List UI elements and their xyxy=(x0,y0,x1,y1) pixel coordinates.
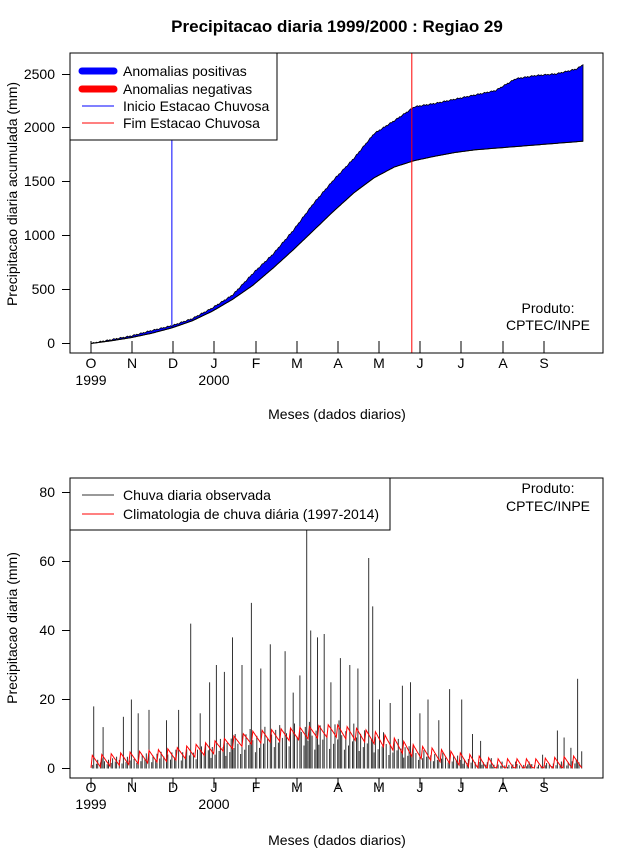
bottom-watermark-line2: CPTEC/INPE xyxy=(506,498,590,514)
top-x-tick-label: A xyxy=(498,355,508,371)
legend-positive-label: Anomalias positivas xyxy=(123,63,247,79)
climatology-cumulative-line xyxy=(90,140,584,344)
top-y-ticks: 0 500 1000 1500 2000 2500 xyxy=(24,66,70,351)
bottom-x-axis-label: Meses (dados diarios) xyxy=(268,832,406,848)
top-x-axis-label: Meses (dados diarios) xyxy=(268,406,406,422)
bottom-x-tick-label: M xyxy=(291,779,303,795)
top-y-tick-label: 2000 xyxy=(24,119,55,135)
top-y-tick-label: 0 xyxy=(47,335,55,351)
top-x-tick-label: D xyxy=(168,355,178,371)
top-watermark-line2: CPTEC/INPE xyxy=(506,317,590,333)
top-year-label: 2000 xyxy=(198,372,229,388)
bottom-x-tick-label: F xyxy=(252,779,261,795)
top-x-tick-label: S xyxy=(539,355,548,371)
bottom-x-tick-label: J xyxy=(458,779,465,795)
bottom-x-tick-label: S xyxy=(539,779,548,795)
top-x-tick-label: N xyxy=(127,355,137,371)
top-y-tick-label: 2500 xyxy=(24,66,55,82)
bottom-x-tick-label: M xyxy=(373,779,385,795)
legend-start-label: Inicio Estacao Chuvosa xyxy=(123,98,270,114)
bottom-y-tick-label: 40 xyxy=(39,622,55,638)
bottom-legend-box xyxy=(69,477,391,531)
bottom-x-tick-label: N xyxy=(127,779,137,795)
bottom-x-tick-label: J xyxy=(211,779,218,795)
bottom-x-tick-label: J xyxy=(417,779,424,795)
top-x-tick-label: O xyxy=(86,355,97,371)
top-x-tick-label: J xyxy=(458,355,465,371)
top-plot-area xyxy=(90,53,584,353)
bottom-x-tick-label: A xyxy=(333,779,343,795)
bottom-y-tick-label: 20 xyxy=(39,691,55,707)
bottom-y-tick-label: 60 xyxy=(39,553,55,569)
bottom-y-tick-label: 80 xyxy=(39,484,55,500)
bottom-plot-area xyxy=(90,527,583,770)
top-year-label: 1999 xyxy=(75,372,106,388)
top-chart-title: Precipitacao diaria 1999/2000 : Regiao 2… xyxy=(171,17,503,36)
bottom-y-ticks: 0 20 40 60 80 xyxy=(39,484,70,776)
top-y-tick-label: 1500 xyxy=(24,173,55,189)
top-x-tick-label: M xyxy=(373,355,385,371)
top-x-tick-label: A xyxy=(333,355,343,371)
bottom-watermark-line1: Produto: xyxy=(522,480,575,496)
top-y-tick-label: 1000 xyxy=(24,227,55,243)
bottom-x-tick-label: A xyxy=(498,779,508,795)
legend-negative-label: Anomalias negativas xyxy=(123,81,252,97)
top-x-tick-label: F xyxy=(252,355,261,371)
bottom-year-label: 1999 xyxy=(75,796,106,812)
top-x-tick-label: M xyxy=(291,355,303,371)
legend-end-label: Fim Estacao Chuvosa xyxy=(123,115,260,131)
bottom-y-tick-label: 0 xyxy=(47,760,55,776)
climatology-daily-line xyxy=(90,723,583,770)
top-plot-frame xyxy=(69,52,604,354)
top-x-ticks: O N D J F M A M J J A S 1999 2000 xyxy=(75,341,549,388)
bottom-x-ticks: O N D J F M A M J J A S 1999 2000 xyxy=(75,778,549,812)
legend-observed-label: Chuva diaria observada xyxy=(123,487,271,503)
legend-climatology-label: Climatologia de chuva diária (1997-2014) xyxy=(123,506,379,522)
bottom-legend: Chuva diaria observada Climatologia de c… xyxy=(69,477,391,531)
bottom-year-label: 2000 xyxy=(198,796,229,812)
top-y-tick-label: 500 xyxy=(32,281,56,297)
bottom-y-axis-label: Precipitacao diaria (mm) xyxy=(4,552,20,704)
top-y-axis-label: Precipitacao diaria acumulada (mm) xyxy=(4,82,20,306)
bottom-x-tick-label: O xyxy=(86,779,97,795)
top-x-tick-label: J xyxy=(417,355,424,371)
top-watermark-line1: Produto: xyxy=(522,300,575,316)
bottom-x-tick-label: D xyxy=(168,779,178,795)
top-legend: Anomalias positivas Anomalias negativas … xyxy=(69,52,278,141)
top-x-tick-label: J xyxy=(211,355,218,371)
